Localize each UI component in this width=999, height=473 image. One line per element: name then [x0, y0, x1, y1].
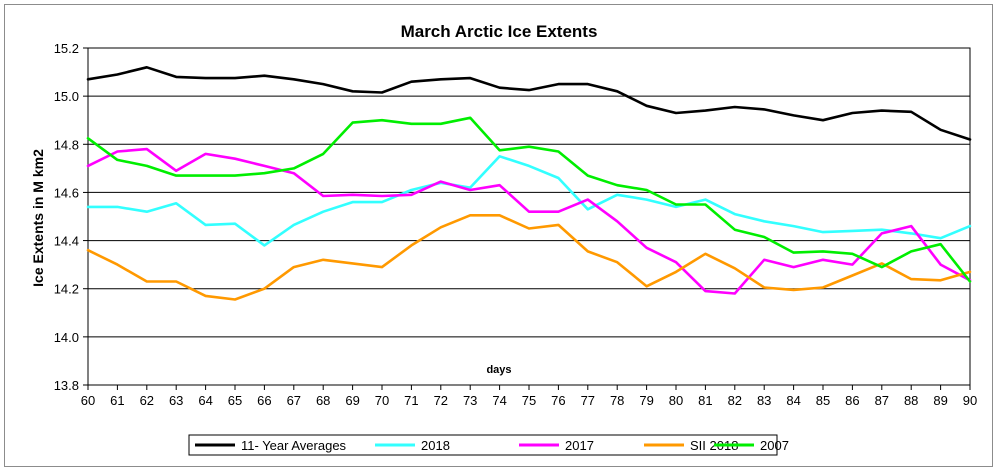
y-tick-label: 14.4: [54, 234, 79, 249]
x-tick-label: 65: [228, 393, 242, 408]
x-tick-label: 89: [933, 393, 947, 408]
series-line-2007: [86, 116, 972, 283]
x-tick-label: 84: [786, 393, 800, 408]
x-tick-label: 70: [375, 393, 389, 408]
x-tick-label: 66: [257, 393, 271, 408]
y-tick-label: 15.0: [54, 89, 79, 104]
series-line-sii-2018: [86, 214, 972, 301]
x-tick-label: 90: [963, 393, 977, 408]
x-tick-label: 68: [316, 393, 330, 408]
x-tick-label: 76: [551, 393, 565, 408]
legend-box: [188, 434, 778, 456]
legend-label: 2017: [565, 438, 594, 453]
series-line-2017: [86, 147, 972, 295]
line-chart: March Arctic Ice Extents 13.8 14.0 14.2 14.…: [30, 22, 977, 456]
x-tick-label: 73: [463, 393, 477, 408]
y-tick-label: 14.0: [54, 330, 79, 345]
x-axis-label: days: [486, 364, 511, 376]
x-tick-label: 60: [81, 393, 95, 408]
x-tick-label: 83: [757, 393, 771, 408]
x-tick-label: 80: [669, 393, 683, 408]
plot-area: [87, 47, 971, 386]
y-tick-label: 14.2: [54, 282, 79, 297]
x-tick-label: 77: [581, 393, 595, 408]
x-tick-label: 87: [875, 393, 889, 408]
x-tick-label: 64: [198, 393, 212, 408]
legend-label: 2007: [760, 438, 789, 453]
x-tick-label: 63: [169, 393, 183, 408]
x-tick-label: 79: [639, 393, 653, 408]
x-tick-label: 85: [816, 393, 830, 408]
x-tick-label: 81: [698, 393, 712, 408]
x-tick-label: 75: [522, 393, 536, 408]
x-tick-label: 71: [404, 393, 418, 408]
x-tick-label: 69: [345, 393, 359, 408]
series-line-11-year-averages: [86, 65, 972, 141]
x-tick-label: 82: [728, 393, 742, 408]
chart-title: March Arctic Ice Extents: [401, 22, 598, 41]
y-tick-label: 13.8: [54, 378, 79, 393]
x-tick-label: 74: [492, 393, 506, 408]
x-tick-label: 62: [140, 393, 154, 408]
x-tick-label: 61: [110, 393, 124, 408]
x-tick-label: 67: [287, 393, 301, 408]
y-tick-label: 14.8: [54, 137, 79, 152]
series-line-2018: [86, 155, 972, 247]
y-tick-label: 14.6: [54, 185, 79, 200]
legend-label: 2018: [421, 438, 450, 453]
y-axis-label: Ice Extents in M km2: [30, 149, 46, 287]
x-tick-label: 72: [434, 393, 448, 408]
y-tick-label: 15.2: [54, 41, 79, 56]
x-tick-label: 86: [845, 393, 859, 408]
x-tick-label: 88: [904, 393, 918, 408]
legend-label: 11- Year Averages: [241, 438, 347, 453]
chart-frame: March Arctic Ice Extents 13.8 14.0 14.2 14.…: [4, 4, 993, 467]
x-tick-label: 78: [610, 393, 624, 408]
